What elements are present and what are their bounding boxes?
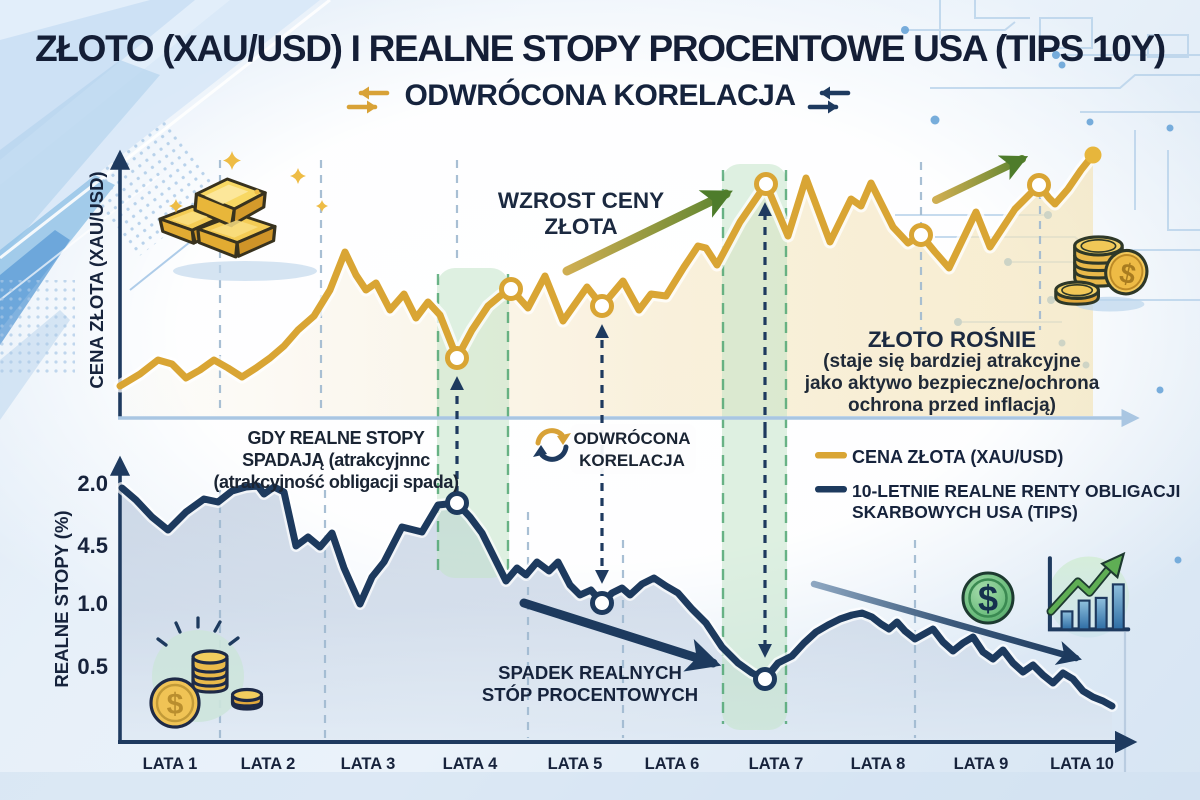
svg-text:$: $ (978, 578, 998, 619)
svg-text:$: $ (1117, 257, 1139, 291)
svg-text:$: $ (167, 688, 184, 721)
